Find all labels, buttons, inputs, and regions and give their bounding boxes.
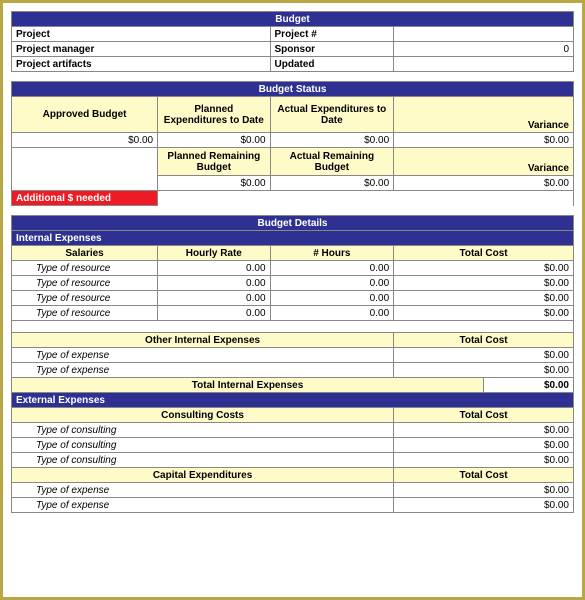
budget-sheet: Budget Project Project # Project manager… <box>0 0 585 600</box>
resource-name[interactable]: Type of resource <box>12 291 158 306</box>
resource-rate[interactable]: 0.00 <box>158 261 270 276</box>
resource-name[interactable]: Type of resource <box>12 261 158 276</box>
actual-remain-value[interactable]: $0.00 <box>270 176 394 191</box>
actual-remain-label: Actual Remaining Budget <box>270 148 394 176</box>
capex-name[interactable]: Type of expense <box>12 498 394 513</box>
resource-cost[interactable]: $0.00 <box>394 291 574 306</box>
consulting-name[interactable]: Type of consulting <box>12 453 394 468</box>
planned-exp-value[interactable]: $0.00 <box>158 133 270 148</box>
hourly-label: Hourly Rate <box>158 246 270 261</box>
resource-row: Type of resource 0.00 0.00 $0.00 <box>12 306 574 321</box>
expense-cost[interactable]: $0.00 <box>394 363 574 378</box>
resource-name[interactable]: Type of resource <box>12 306 158 321</box>
resource-row: Type of resource 0.00 0.00 $0.00 <box>12 291 574 306</box>
consulting-label: Consulting Costs <box>12 408 394 423</box>
sponsor-value[interactable]: 0 <box>394 42 574 57</box>
consulting-cost[interactable]: $0.00 <box>394 453 574 468</box>
additional-label: Additional $ needed <box>12 191 158 206</box>
updated-value[interactable] <box>394 57 574 72</box>
planned-exp-label: Planned Expenditures to Date <box>158 97 270 133</box>
project-label: Project <box>12 27 271 42</box>
total-internal-value: $0.00 <box>484 378 574 393</box>
internal-title: Internal Expenses <box>12 231 574 246</box>
capex-name[interactable]: Type of expense <box>12 483 394 498</box>
total-cost-label4: Total Cost <box>394 468 574 483</box>
capex-row: Type of expense $0.00 <box>12 498 574 513</box>
variance-remain-value[interactable]: $0.00 <box>394 176 574 191</box>
expense-name[interactable]: Type of expense <box>12 363 394 378</box>
total-cost-label: Total Cost <box>394 246 574 261</box>
resource-cost[interactable]: $0.00 <box>394 276 574 291</box>
details-title: Budget Details <box>12 216 574 231</box>
pm-label: Project manager <box>12 42 271 57</box>
capex-row: Type of expense $0.00 <box>12 483 574 498</box>
resource-name[interactable]: Type of resource <box>12 276 158 291</box>
capex-cost[interactable]: $0.00 <box>394 483 574 498</box>
approved-label: Approved Budget <box>12 97 158 133</box>
consulting-name[interactable]: Type of consulting <box>12 438 394 453</box>
capex-cost[interactable]: $0.00 <box>394 498 574 513</box>
resource-rate[interactable]: 0.00 <box>158 306 270 321</box>
consulting-name[interactable]: Type of consulting <box>12 423 394 438</box>
resource-rate[interactable]: 0.00 <box>158 276 270 291</box>
variance-exp-value[interactable]: $0.00 <box>394 133 574 148</box>
total-cost-label3: Total Cost <box>394 408 574 423</box>
planned-remain-value[interactable]: $0.00 <box>158 176 270 191</box>
actual-exp-label: Actual Expenditures to Date <box>270 97 394 133</box>
variance-label2: Variance <box>394 148 574 176</box>
actual-exp-value[interactable]: $0.00 <box>270 133 394 148</box>
other-internal-label: Other Internal Expenses <box>12 333 394 348</box>
status-title: Budget Status <box>12 82 574 97</box>
project-num-label: Project # <box>270 27 394 42</box>
resource-cost[interactable]: $0.00 <box>394 306 574 321</box>
consulting-row: Type of consulting $0.00 <box>12 453 574 468</box>
capex-label: Capital Expenditures <box>12 468 394 483</box>
total-internal-label: Total Internal Expenses <box>12 378 484 393</box>
hours-label: # Hours <box>270 246 394 261</box>
expense-name[interactable]: Type of expense <box>12 348 394 363</box>
resource-cost[interactable]: $0.00 <box>394 261 574 276</box>
variance-label: Variance <box>394 97 574 133</box>
resource-row: Type of resource 0.00 0.00 $0.00 <box>12 276 574 291</box>
resource-hours[interactable]: 0.00 <box>270 276 394 291</box>
budget-title: Budget <box>12 12 574 27</box>
approved-value[interactable]: $0.00 <box>12 133 158 148</box>
resource-hours[interactable]: 0.00 <box>270 306 394 321</box>
artifacts-label: Project artifacts <box>12 57 271 72</box>
resource-rate[interactable]: 0.00 <box>158 291 270 306</box>
total-cost-label2: Total Cost <box>394 333 574 348</box>
updated-label: Updated <box>270 57 394 72</box>
consulting-cost[interactable]: $0.00 <box>394 423 574 438</box>
resource-hours[interactable]: 0.00 <box>270 291 394 306</box>
resource-hours[interactable]: 0.00 <box>270 261 394 276</box>
sponsor-label: Sponsor <box>270 42 394 57</box>
expense-cost[interactable]: $0.00 <box>394 348 574 363</box>
consulting-cost[interactable]: $0.00 <box>394 438 574 453</box>
planned-remain-label: Planned Remaining Budget <box>158 148 270 176</box>
external-title: External Expenses <box>12 393 574 408</box>
expense-row: Type of expense $0.00 <box>12 348 574 363</box>
project-num-value[interactable] <box>394 27 574 42</box>
resource-row: Type of resource 0.00 0.00 $0.00 <box>12 261 574 276</box>
expense-row: Type of expense $0.00 <box>12 363 574 378</box>
salaries-label: Salaries <box>12 246 158 261</box>
consulting-row: Type of consulting $0.00 <box>12 423 574 438</box>
consulting-row: Type of consulting $0.00 <box>12 438 574 453</box>
budget-table: Budget Project Project # Project manager… <box>11 11 574 513</box>
